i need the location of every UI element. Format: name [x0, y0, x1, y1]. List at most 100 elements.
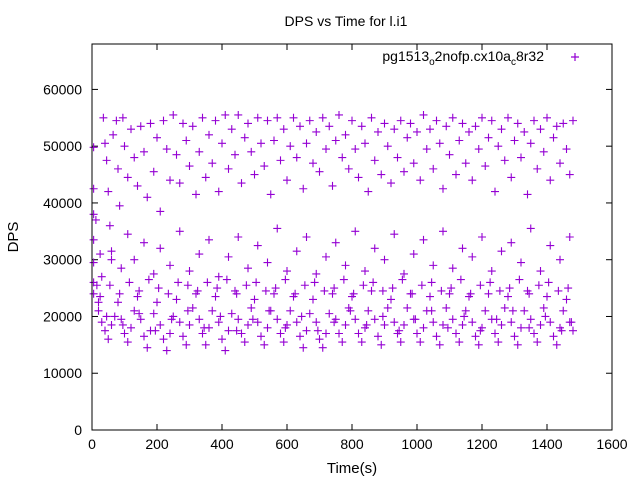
data-point: [159, 116, 168, 125]
data-point: [468, 252, 477, 261]
data-point: [292, 153, 301, 162]
data-point: [214, 318, 223, 327]
data-point: [448, 264, 457, 273]
data-point: [263, 116, 272, 125]
data-point: [419, 110, 428, 119]
data-point: [279, 338, 288, 347]
data-point: [549, 133, 558, 142]
data-point: [281, 323, 290, 332]
data-point: [507, 173, 516, 182]
data-point: [94, 306, 103, 315]
data-point: [476, 281, 485, 290]
data-point: [427, 278, 436, 287]
data-point: [260, 340, 269, 349]
data-point: [89, 289, 98, 298]
data-point: [429, 164, 438, 173]
data-point: [260, 162, 269, 171]
data-point: [91, 215, 100, 224]
data-point: [476, 326, 485, 335]
data-point: [447, 284, 456, 293]
data-point: [439, 184, 447, 193]
data-point: [341, 130, 350, 139]
data-point: [388, 284, 397, 293]
data-point: [110, 312, 119, 321]
data-point: [416, 176, 425, 185]
data-point: [240, 133, 249, 142]
data-point: [322, 252, 330, 261]
data-point: [302, 233, 311, 241]
data-point: [361, 139, 369, 148]
data-point: [185, 267, 194, 276]
data-point: [271, 284, 280, 293]
data-point: [427, 306, 436, 315]
data-point: [195, 147, 204, 156]
data-point: [526, 139, 535, 148]
data-point: [455, 338, 464, 347]
data-point: [130, 255, 139, 264]
data-point: [263, 323, 272, 332]
data-point: [403, 303, 412, 312]
data-point: [144, 275, 153, 284]
data-point: [292, 318, 301, 327]
data-point: [292, 247, 301, 256]
data-point: [341, 320, 350, 329]
data-point: [481, 162, 490, 171]
data-point: [349, 289, 358, 298]
data-point: [525, 289, 534, 298]
data-point: [166, 329, 174, 338]
data-point: [377, 340, 386, 349]
data-point: [221, 110, 230, 119]
data-point: [123, 173, 132, 182]
data-point: [361, 267, 369, 276]
data-point: [500, 156, 509, 165]
data-point: [520, 127, 529, 136]
data-point: [198, 113, 207, 122]
data-point: [442, 303, 451, 312]
data-point: [487, 116, 496, 125]
data-point: [312, 318, 321, 327]
data-point: [149, 309, 158, 318]
data-point: [305, 309, 314, 318]
data-point: [565, 233, 574, 241]
data-point: [400, 269, 408, 278]
data-point: [409, 250, 418, 259]
x-tick-label: 600: [275, 436, 299, 452]
data-point: [439, 227, 447, 236]
x-tick-label: 1400: [531, 436, 562, 452]
data-point: [286, 142, 295, 151]
data-point: [455, 136, 464, 145]
data-point: [242, 281, 251, 290]
data-point: [552, 340, 561, 349]
data-point: [544, 278, 553, 287]
data-point: [559, 306, 568, 315]
data-point: [231, 150, 239, 159]
data-point: [439, 320, 447, 329]
data-point: [362, 320, 371, 329]
data-point: [247, 303, 256, 312]
data-point: [339, 275, 348, 284]
data-point: [92, 281, 101, 290]
data-point: [354, 173, 363, 182]
data-point: [539, 303, 548, 312]
data-point: [185, 162, 194, 171]
data-point: [346, 306, 355, 315]
data-point: [244, 264, 252, 273]
data-point: [218, 139, 226, 148]
data-point: [468, 318, 477, 327]
data-point: [331, 136, 340, 145]
data-point: [130, 153, 139, 162]
data-point: [195, 250, 204, 259]
data-point: [533, 338, 542, 347]
data-point: [507, 318, 516, 327]
data-point: [94, 298, 103, 307]
data-point: [120, 329, 129, 338]
data-point: [261, 286, 270, 295]
data-point: [162, 346, 171, 355]
data-point: [216, 312, 225, 321]
x-tick-label: 1000: [401, 436, 432, 452]
data-point: [127, 125, 135, 134]
data-point: [426, 125, 434, 134]
data-point: [222, 275, 231, 284]
data-point: [448, 113, 457, 122]
data-point: [97, 272, 106, 281]
